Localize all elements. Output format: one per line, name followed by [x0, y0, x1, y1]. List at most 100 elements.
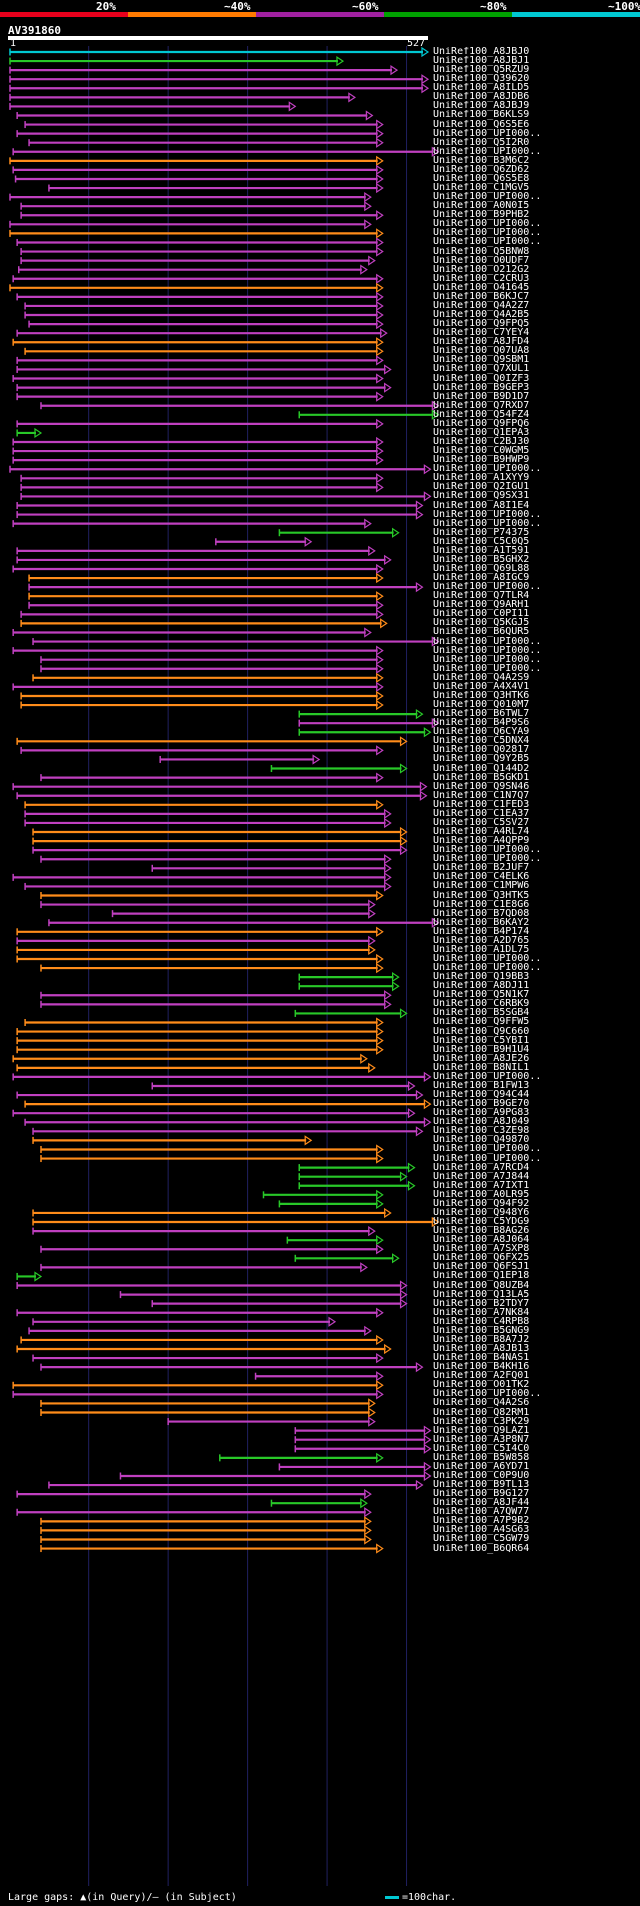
hit-label[interactable]: UniRef100_B1FW13: [433, 1080, 530, 1091]
hit-label[interactable]: UniRef100_C5DNX4: [433, 736, 530, 747]
hit-label[interactable]: UniRef100_Q1EPA3: [433, 427, 530, 438]
hit-label[interactable]: UniRef100_A8JB13: [433, 1344, 530, 1354]
hit-label[interactable]: UniRef100_UPI000..: [433, 1071, 542, 1082]
hit-label[interactable]: UniRef100_B9PHB2: [433, 210, 530, 221]
hit-label[interactable]: UniRef100_C0WGM5: [433, 446, 530, 457]
hit-label[interactable]: UniRef100_UPI000..: [433, 636, 542, 647]
hit-label[interactable]: UniRef100_B6KJC7: [433, 291, 530, 302]
hit-label[interactable]: UniRef100_Q4A2B5: [433, 310, 530, 321]
hit-label[interactable]: UniRef100_Q54FZ4: [433, 409, 530, 420]
hit-label[interactable]: UniRef100_UPI000..: [433, 464, 542, 475]
hit-label[interactable]: UniRef100_Q5BNW8: [433, 246, 530, 257]
hit-label[interactable]: UniRef100_Q5KGJ5: [433, 618, 530, 629]
hit-label[interactable]: UniRef100_Q010M7: [433, 700, 530, 711]
hit-label[interactable]: UniRef100_B6TWL7: [433, 709, 530, 720]
hit-label[interactable]: UniRef100_A7IXT1: [433, 1180, 530, 1191]
hit-label[interactable]: UniRef100_A8JBJ0: [433, 47, 530, 57]
hit-label[interactable]: UniRef100_O01TK2: [433, 1380, 530, 1391]
hit-label[interactable]: UniRef100_C1MGV5: [433, 183, 530, 194]
hit-label[interactable]: UniRef100_UPI000..: [433, 845, 542, 856]
hit-label[interactable]: UniRef100_UPI000..: [433, 237, 542, 248]
hit-label[interactable]: UniRef100_A0LR95: [433, 1189, 530, 1200]
hit-label[interactable]: UniRef100_Q7RXD7: [433, 400, 530, 411]
hit-label[interactable]: UniRef100_Q9FPQ6: [433, 418, 530, 429]
hit-label[interactable]: UniRef100_C4ELK6: [433, 872, 530, 883]
hit-label[interactable]: UniRef100_B6KAY2: [433, 917, 530, 928]
hit-label[interactable]: UniRef100_B6QUR5: [433, 627, 530, 638]
hit-label[interactable]: UniRef100_Q4A2S9: [433, 672, 530, 683]
hit-label[interactable]: UniRef100_A8J064: [433, 1235, 530, 1246]
hit-label[interactable]: UniRef100_B3M6C2: [433, 155, 530, 166]
hit-label[interactable]: UniRef100_C3PK29: [433, 1416, 530, 1427]
hit-label[interactable]: UniRef100_B2JUF7: [433, 863, 530, 874]
hit-label[interactable]: UniRef100_C1E8G6: [433, 899, 530, 910]
hit-label[interactable]: UniRef100_Q9FPQ5: [433, 319, 530, 330]
hit-label[interactable]: UniRef100_Q6CYA9: [433, 727, 530, 738]
hit-label[interactable]: UniRef100_Q69L88: [433, 563, 530, 574]
hit-label[interactable]: UniRef100_C7YEY4: [433, 328, 530, 339]
hit-label[interactable]: UniRef100_A7QW77: [433, 1507, 530, 1518]
hit-label[interactable]: UniRef100_A8J049: [433, 1117, 530, 1128]
hit-label[interactable]: UniRef100_A4QPP9: [433, 836, 530, 847]
hit-label[interactable]: UniRef100_A4SG63: [433, 1525, 530, 1536]
hit-label[interactable]: UniRef100_B5GHX2: [433, 554, 530, 565]
hit-label[interactable]: UniRef100_Q0IZF3: [433, 373, 530, 384]
hit-label[interactable]: UniRef100_Q5RZU9: [433, 65, 530, 76]
hit-label[interactable]: UniRef100_A7P9B2: [433, 1516, 530, 1527]
hit-label[interactable]: UniRef100_C0P9U0: [433, 1470, 530, 1481]
hit-label[interactable]: UniRef100_Q9FFW5: [433, 1017, 530, 1028]
hit-label[interactable]: UniRef100_Q1EP18: [433, 1271, 530, 1282]
hit-label[interactable]: UniRef100_Q13LA5: [433, 1289, 530, 1300]
hit-label[interactable]: UniRef100_UPI000..: [433, 219, 542, 230]
hit-label[interactable]: UniRef100_Q9SN46: [433, 781, 530, 792]
hit-label[interactable]: UniRef100_B4P174: [433, 926, 530, 937]
hit-label[interactable]: UniRef100_A8JBJ9: [433, 101, 530, 112]
hit-label[interactable]: UniRef100_Q94F92: [433, 1198, 530, 1209]
hit-label[interactable]: UniRef100_C5GW79: [433, 1534, 530, 1545]
hit-label[interactable]: UniRef100_Q6FX25: [433, 1253, 530, 1264]
hit-label[interactable]: UniRef100_UPI000..: [433, 146, 542, 157]
hit-label[interactable]: UniRef100_C0PI11: [433, 609, 530, 620]
hit-label[interactable]: UniRef100_Q4A2S6: [433, 1398, 530, 1409]
hit-label[interactable]: UniRef100_UPI000..: [433, 128, 542, 139]
hit-label[interactable]: UniRef100_A7RCD4: [433, 1162, 530, 1173]
hit-label[interactable]: UniRef100_C5C0Q5: [433, 536, 530, 547]
hit-label[interactable]: UniRef100_Q7XUL1: [433, 364, 530, 375]
hit-label[interactable]: UniRef100_Q9C660: [433, 1026, 530, 1037]
hit-label[interactable]: UniRef100_C4RPB8: [433, 1316, 530, 1327]
hit-label[interactable]: UniRef100_C5I4C0: [433, 1443, 530, 1454]
hit-label[interactable]: UniRef100_Q5I2R0: [433, 137, 530, 148]
hit-label[interactable]: UniRef100_Q07UA8: [433, 346, 530, 357]
hit-label[interactable]: UniRef100_Q49870: [433, 1135, 530, 1146]
hit-label[interactable]: UniRef100_B5SGB4: [433, 1008, 530, 1019]
hit-label[interactable]: UniRef100_B5GKD1: [433, 772, 530, 783]
hit-label[interactable]: UniRef100_UPI000..: [433, 654, 542, 665]
hit-label[interactable]: UniRef100_UPI000..: [433, 645, 542, 656]
hit-label[interactable]: UniRef100_B8AG26: [433, 1226, 530, 1237]
hit-label[interactable]: UniRef100_A8I1E4: [433, 500, 530, 511]
hit-label[interactable]: UniRef100_Q7TLR4: [433, 591, 530, 602]
hit-label[interactable]: UniRef100_Q3HTK6: [433, 690, 530, 701]
hit-label[interactable]: UniRef100_Q6S5E8: [433, 173, 530, 184]
hit-label[interactable]: UniRef100_Q9SX31: [433, 491, 530, 502]
hit-label[interactable]: UniRef100_B8A7J2: [433, 1334, 530, 1345]
hit-label[interactable]: UniRef100_A2FQ01: [433, 1371, 530, 1382]
hit-label[interactable]: UniRef100_Q3HTK5: [433, 890, 530, 901]
hit-label[interactable]: UniRef100_C1FED3: [433, 799, 530, 810]
hit-label[interactable]: UniRef100_UPI000..: [433, 582, 542, 593]
hit-label[interactable]: UniRef100_C5YDG9: [433, 1217, 530, 1228]
hit-label[interactable]: UniRef100_Q8UZB4: [433, 1280, 530, 1291]
hit-label[interactable]: UniRef100_C2CRU3: [433, 273, 530, 284]
hit-label[interactable]: UniRef100_B2TDY7: [433, 1298, 530, 1309]
hit-label[interactable]: UniRef100_A8JBJ1: [433, 56, 530, 67]
hit-label[interactable]: UniRef100_Q02817: [433, 745, 530, 756]
hit-label[interactable]: UniRef100_UPI000..: [433, 854, 542, 865]
hit-label[interactable]: UniRef100_Q5N1K7: [433, 990, 530, 1001]
hit-label[interactable]: UniRef100_C1MPW6: [433, 881, 530, 892]
hit-label[interactable]: UniRef100_B7QD08: [433, 908, 530, 919]
hit-label[interactable]: UniRef100_UPI000..: [433, 1389, 542, 1400]
hit-label[interactable]: UniRef100_B5W858: [433, 1452, 530, 1463]
hit-label[interactable]: UniRef100_Q4A2Z7: [433, 300, 530, 311]
hit-label[interactable]: UniRef100_A9PG83: [433, 1108, 530, 1119]
hit-label[interactable]: UniRef100_A2D765: [433, 935, 530, 946]
